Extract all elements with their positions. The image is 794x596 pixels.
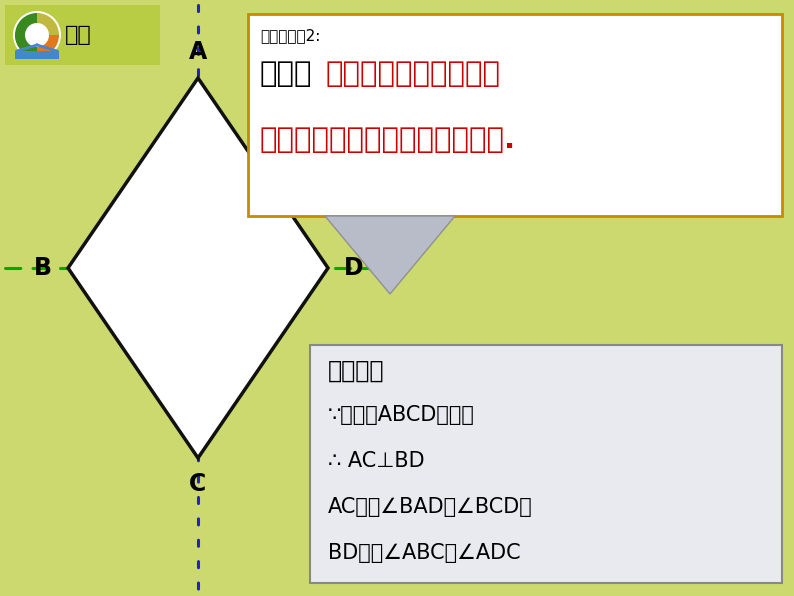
Text: ∴ AC⊥BD: ∴ AC⊥BD [328, 451, 425, 471]
Circle shape [13, 11, 61, 59]
Text: 优教: 优教 [65, 25, 92, 45]
Text: 符号语言: 符号语言 [328, 359, 384, 383]
Text: 菱形的性赔2:: 菱形的性赔2: [260, 28, 320, 43]
Polygon shape [68, 78, 328, 458]
Text: B: B [34, 256, 52, 280]
Text: 两条对角线互相垂直，: 两条对角线互相垂直， [326, 60, 501, 88]
Bar [5, 5, 160, 65]
FancyBboxPatch shape [310, 345, 782, 583]
Text: AC平分∠BAD和∠BCD；: AC平分∠BAD和∠BCD； [328, 497, 533, 517]
FancyBboxPatch shape [248, 14, 782, 216]
Text: C: C [190, 472, 206, 496]
Text: A: A [189, 40, 207, 64]
Bar [15, 51, 59, 59]
Wedge shape [15, 35, 59, 57]
Text: 并且每一条对角线平分一组对角.: 并且每一条对角线平分一组对角. [260, 126, 516, 154]
Wedge shape [37, 13, 59, 35]
Text: BD平分∠ABC和∠ADC: BD平分∠ABC和∠ADC [328, 543, 521, 563]
Wedge shape [25, 23, 49, 47]
Text: 菱形的: 菱形的 [260, 60, 313, 88]
Text: D: D [344, 256, 364, 280]
Wedge shape [15, 13, 37, 57]
Polygon shape [325, 216, 455, 294]
Text: ∵四边形ABCD是菱形: ∵四边形ABCD是菱形 [328, 405, 475, 425]
